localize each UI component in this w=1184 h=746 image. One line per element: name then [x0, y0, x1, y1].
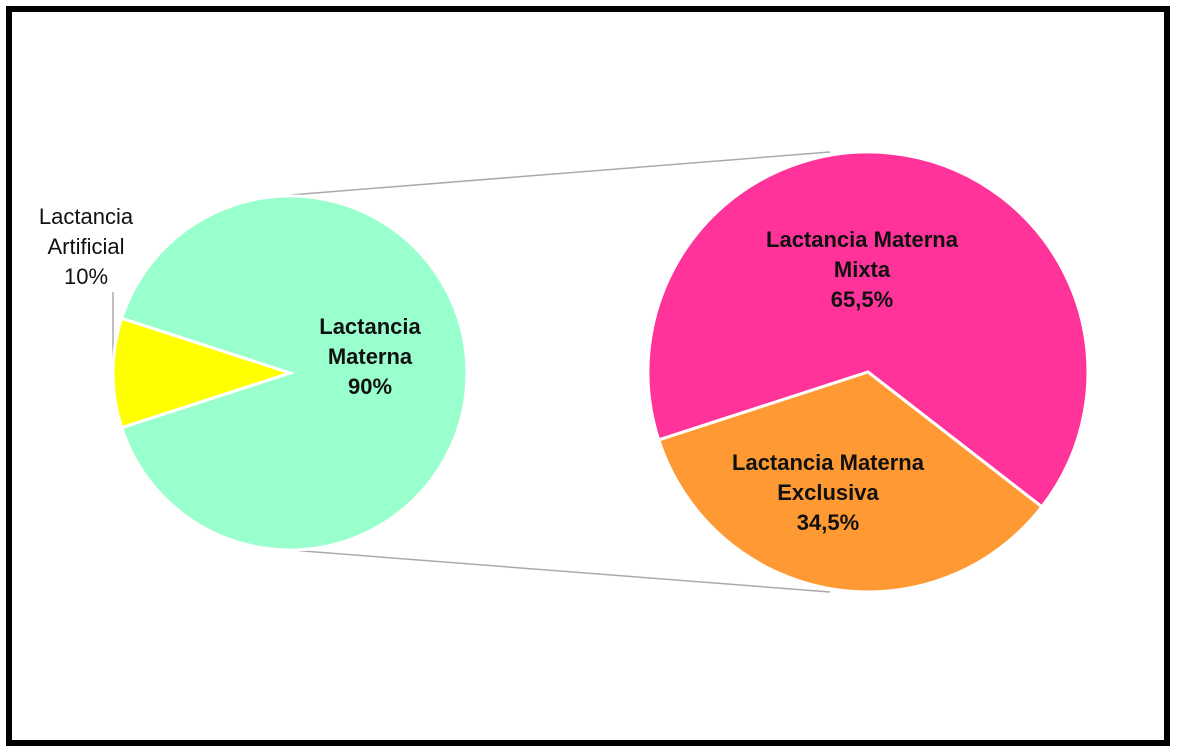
value-label: 10% — [63, 264, 109, 289]
value-label: 65,5% — [830, 287, 894, 312]
category-label: Lactancia Artificial — [38, 204, 134, 259]
connector-line — [289, 549, 831, 593]
slice-label: Lactancia Materna 90% — [285, 312, 455, 402]
value-label: 90% — [347, 374, 393, 399]
pie-slice — [111, 316, 295, 430]
value-label: 34,5% — [796, 510, 860, 535]
connector-line — [289, 151, 831, 196]
chart — [111, 150, 1090, 594]
page: Lactancia Materna 90% Lactancia Artificial… — [6, 6, 1170, 746]
slice-label: Lactancia Artificial 10% — [11, 202, 161, 292]
slice-label: Lactancia Materna Exclusiva 34,5% — [683, 448, 973, 538]
category-label: Lactancia Materna Exclusiva — [732, 450, 924, 505]
category-label: Lactancia Materna — [319, 314, 421, 369]
slice-label: Lactancia Materna Mixta 65,5% — [747, 225, 977, 315]
category-label: Lactancia Materna Mixta — [766, 227, 958, 282]
pie-slice — [646, 150, 1090, 509]
pie-slice — [656, 370, 1044, 594]
